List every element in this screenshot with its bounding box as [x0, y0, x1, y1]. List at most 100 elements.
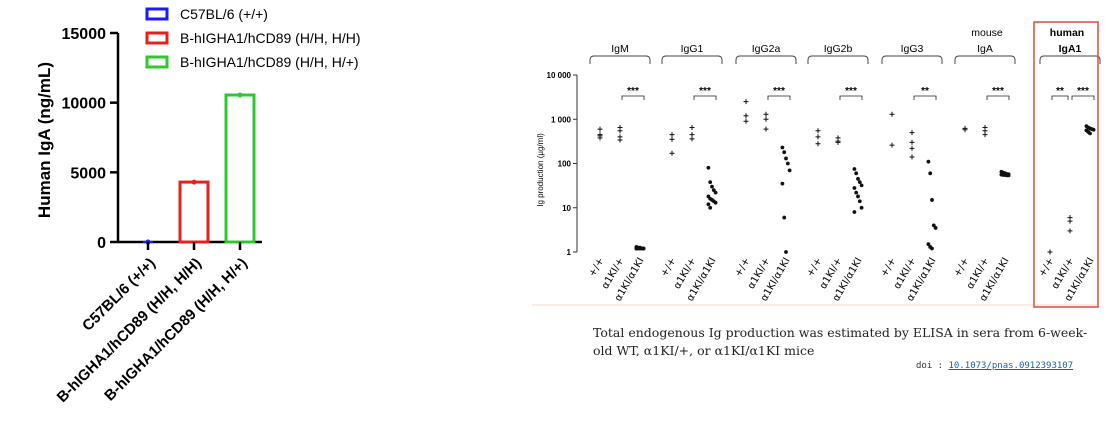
human-iga1-highlight [1033, 21, 1099, 308]
genotype-label: +/+ [879, 256, 899, 279]
sig-label: ** [921, 86, 929, 97]
hom-point [710, 184, 714, 189]
sig-bracket [986, 95, 1010, 100]
het-point [689, 136, 695, 142]
hom-point [859, 183, 864, 188]
group-bracket [954, 55, 1016, 64]
hom-point [787, 168, 792, 173]
het-point [1067, 218, 1073, 224]
hom-point [856, 194, 860, 199]
doi-link[interactable]: 10.1073/pnas.0912393107 [948, 361, 1074, 371]
doi-label: doi : [916, 361, 944, 371]
genotype-label: +/+ [587, 256, 607, 279]
hom-point [784, 156, 788, 161]
y-tick-label: 1 000 [551, 115, 572, 124]
hom-point [1006, 173, 1011, 178]
wt-point [743, 113, 749, 119]
wt-point [815, 141, 821, 147]
group-label: IgA [977, 43, 993, 55]
hom-point [926, 242, 931, 247]
hom-point [856, 176, 860, 181]
sig-bracket [1051, 95, 1069, 100]
sig-label: *** [1077, 86, 1089, 97]
hom-point [854, 190, 859, 195]
hom-point [852, 167, 857, 171]
sig-bracket [621, 95, 645, 100]
wt-point [815, 134, 821, 140]
het-point [982, 132, 988, 138]
het-point [763, 111, 769, 117]
hom-point [928, 171, 933, 176]
wt-point [889, 111, 895, 117]
hom-point [1088, 131, 1092, 136]
hom-point [713, 190, 718, 195]
genotype-label: +/+ [952, 256, 972, 279]
het-point [909, 139, 915, 145]
het-point [1067, 228, 1073, 234]
legend-swatch [145, 31, 169, 45]
sig-label: *** [773, 86, 785, 97]
het-point [835, 139, 841, 145]
wt-point [743, 99, 749, 105]
bar-point [191, 179, 197, 185]
sig-label: *** [699, 86, 711, 97]
hom-point [854, 171, 859, 176]
group-label: IgG1 [681, 43, 704, 55]
hom-point [857, 199, 862, 204]
wt-point [815, 128, 821, 134]
wt-point [597, 135, 603, 141]
human-header: human [1050, 27, 1084, 39]
het-point [909, 154, 915, 160]
y-tick-label: 5000 [70, 165, 106, 182]
group-bracket [661, 55, 723, 64]
bar-point [237, 92, 243, 98]
left-bar-chart: 0 5000 10000 15000 Human IgA (ng/mL) C57BL/6 … [35, 6, 360, 406]
genotype-label: +/+ [805, 256, 825, 279]
hom-point [933, 226, 938, 230]
hom-point [641, 246, 646, 251]
hom-point [713, 200, 718, 205]
y-axis-label: Ig production (µg/ml) [536, 133, 545, 207]
sig-bracket [767, 95, 791, 100]
group-label: IgG2b [824, 43, 853, 55]
group-label: IgM [611, 43, 629, 55]
y-tick-label: 10 000 [547, 71, 572, 80]
wt-point [889, 142, 895, 148]
sig-bracket [693, 95, 717, 100]
y-tick-label: 0 [97, 235, 106, 252]
hom-point [780, 181, 785, 186]
group-bracket [589, 55, 651, 64]
y-tick-label: 15000 [62, 26, 107, 43]
y-tick-label: 10 [562, 204, 571, 213]
legend-label: C57BL/6 (+/+) [180, 6, 268, 22]
hom-point [857, 180, 862, 184]
wt-point [669, 132, 675, 138]
bar [224, 93, 256, 244]
y-axis-label: Human IgA (ng/mL) [35, 62, 54, 218]
hom-point [706, 165, 711, 170]
het-point [909, 130, 915, 136]
legend-swatch [145, 7, 169, 21]
group-label: IgG3 [901, 43, 924, 55]
hom-point [852, 186, 857, 190]
het-point [617, 137, 623, 143]
hom-point [780, 145, 785, 150]
hom-point [859, 205, 864, 210]
hom-point [926, 159, 931, 164]
group-label: IgA1 [1059, 43, 1082, 55]
hom-point [852, 210, 857, 214]
het-point [763, 126, 769, 132]
sig-label: ** [1056, 86, 1064, 97]
sig-bracket [839, 95, 863, 100]
het-point [689, 132, 695, 138]
sig-label: *** [992, 86, 1004, 97]
genotype-label: +/+ [659, 256, 679, 279]
wt-point [743, 118, 749, 124]
wt-point [669, 136, 675, 142]
het-point [763, 116, 769, 122]
hom-point [636, 246, 641, 251]
group-label: IgG2a [752, 43, 781, 55]
bar [178, 180, 210, 244]
het-point [909, 145, 915, 151]
